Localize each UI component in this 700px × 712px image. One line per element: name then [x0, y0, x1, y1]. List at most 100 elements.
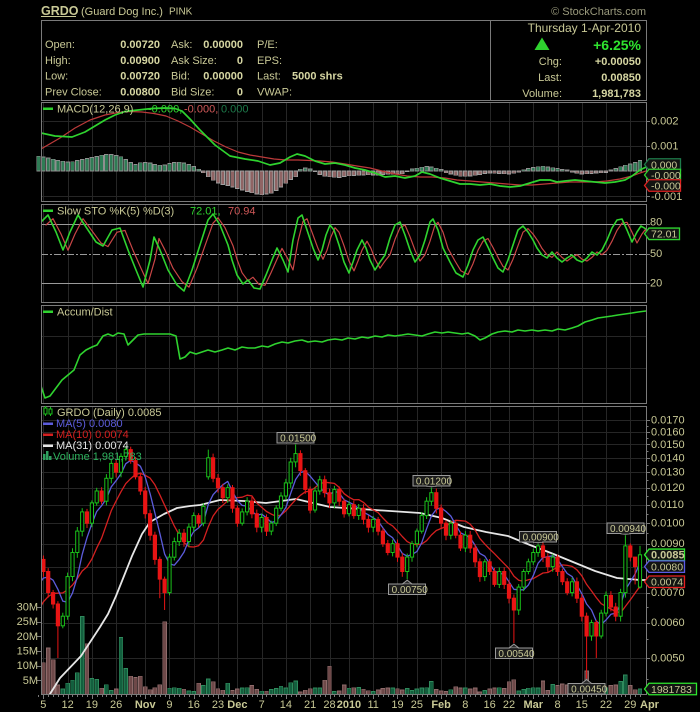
svg-text:50: 50: [650, 248, 662, 260]
svg-text:0.00720: 0.00720: [120, 39, 160, 51]
svg-text:26: 26: [110, 699, 122, 711]
svg-text:15M: 15M: [17, 646, 38, 658]
svg-text:0.00900: 0.00900: [120, 55, 160, 67]
svg-text:VWAP:: VWAP:: [257, 86, 292, 98]
svg-text:0.0070: 0.0070: [651, 587, 685, 599]
svg-text:EPS:: EPS:: [257, 55, 282, 67]
svg-text:0.002: 0.002: [651, 116, 679, 128]
svg-text:+6.25%: +6.25%: [593, 37, 641, 53]
svg-text:0.0170: 0.0170: [651, 415, 685, 427]
svg-text:0.00540: 0.00540: [498, 649, 535, 660]
svg-text:11: 11: [367, 699, 378, 711]
svg-text:8: 8: [554, 699, 560, 711]
svg-text:72.01: 72.01: [651, 229, 677, 241]
svg-text:30M: 30M: [17, 602, 38, 614]
svg-text:0.00900: 0.00900: [523, 533, 560, 544]
svg-text:0.0085: 0.0085: [651, 550, 685, 562]
svg-text:P/E:: P/E:: [257, 39, 278, 51]
svg-text:5M: 5M: [23, 675, 38, 687]
svg-text:GRDO: GRDO: [41, 4, 79, 18]
svg-text:0.0050: 0.0050: [651, 653, 685, 665]
svg-text:0.00000: 0.00000: [203, 71, 243, 83]
svg-text:MA(5) 0.0080: MA(5) 0.0080: [56, 418, 123, 430]
svg-text:Volume 1,981,783: Volume 1,981,783: [53, 451, 142, 463]
svg-text:Low:: Low:: [45, 71, 68, 83]
svg-text:0.0120: 0.0120: [651, 482, 685, 494]
svg-text:0.01500: 0.01500: [280, 433, 317, 444]
svg-text:PINK: PINK: [169, 7, 193, 18]
svg-text:20M: 20M: [17, 631, 38, 643]
svg-text:Mar: Mar: [524, 699, 544, 711]
svg-text:MA(10) 0.0074: MA(10) 0.0074: [56, 429, 129, 441]
svg-text:0.0060: 0.0060: [651, 617, 685, 629]
svg-text:1,981,783: 1,981,783: [592, 88, 641, 100]
svg-text:Thursday 1-Apr-2010: Thursday 1-Apr-2010: [528, 21, 642, 35]
svg-text:Open:: Open:: [45, 39, 75, 51]
svg-text:21: 21: [304, 699, 316, 711]
svg-text:0.0140: 0.0140: [651, 452, 685, 464]
svg-text:High:: High:: [45, 55, 71, 67]
svg-text:-0.001: -0.001: [651, 191, 682, 203]
svg-text:12: 12: [61, 699, 73, 711]
svg-text:0.0074: 0.0074: [651, 577, 683, 589]
svg-text:0.00940: 0.00940: [610, 524, 647, 535]
svg-text:14: 14: [280, 699, 292, 711]
svg-text:© StockCharts.com: © StockCharts.com: [551, 6, 646, 18]
svg-text:0.001: 0.001: [651, 141, 679, 153]
svg-text:GRDO (Daily) 0.0085: GRDO (Daily) 0.0085: [57, 407, 162, 419]
svg-text:Bid:: Bid:: [171, 71, 190, 83]
svg-text:MACD(12,26,9): MACD(12,26,9): [57, 104, 133, 116]
svg-text:0: 0: [237, 86, 243, 98]
svg-text:Last:: Last:: [538, 72, 562, 84]
svg-text:0.00850: 0.00850: [601, 72, 641, 84]
svg-text:-0.000,: -0.000,: [184, 104, 218, 116]
svg-text:Feb: Feb: [431, 699, 451, 711]
svg-text:8: 8: [462, 699, 468, 711]
svg-text:0.00800: 0.00800: [120, 86, 160, 98]
svg-text:70.94: 70.94: [228, 206, 256, 218]
svg-text:0.0150: 0.0150: [651, 439, 685, 451]
svg-text:-0.000: -0.000: [651, 170, 681, 182]
svg-text:0.000: 0.000: [221, 104, 249, 116]
svg-text:0: 0: [237, 55, 243, 67]
svg-text:0.00000: 0.00000: [203, 39, 243, 51]
svg-text:Bid Size:: Bid Size:: [171, 86, 214, 98]
svg-text:80: 80: [650, 216, 662, 228]
svg-text:5: 5: [40, 699, 46, 711]
svg-text:22: 22: [503, 699, 515, 711]
svg-text:0.0130: 0.0130: [651, 467, 685, 479]
svg-text:25: 25: [411, 699, 423, 711]
svg-text:0.000: 0.000: [651, 159, 677, 171]
svg-text:1981783: 1981783: [651, 684, 692, 696]
svg-text:16: 16: [484, 699, 496, 711]
svg-text:Accum/Dist: Accum/Dist: [57, 307, 113, 319]
svg-text:0.0090: 0.0090: [651, 538, 685, 550]
svg-text:-0.000,: -0.000,: [148, 104, 182, 116]
svg-text:0.01200: 0.01200: [416, 477, 453, 488]
svg-text:2010: 2010: [337, 699, 361, 711]
svg-text:Slow STO %K(5) %D(3): Slow STO %K(5) %D(3): [57, 206, 174, 218]
svg-text:15: 15: [576, 699, 588, 711]
svg-text:+0.00050: +0.00050: [595, 56, 641, 68]
svg-text:0.0110: 0.0110: [651, 499, 684, 511]
svg-text:Volume:: Volume:: [522, 88, 562, 100]
svg-text:19: 19: [391, 699, 403, 711]
svg-text:72.01,: 72.01,: [190, 206, 221, 218]
svg-text:25M: 25M: [17, 616, 38, 628]
svg-text:10M: 10M: [17, 660, 38, 672]
svg-text:Prev Close:: Prev Close:: [45, 86, 102, 98]
svg-text:Apr: Apr: [640, 699, 660, 711]
svg-text:-0.000: -0.000: [651, 180, 681, 192]
svg-text:16: 16: [188, 699, 200, 711]
svg-text:20: 20: [650, 278, 662, 290]
svg-text:23: 23: [212, 699, 224, 711]
svg-text:Ask:: Ask:: [171, 39, 192, 51]
svg-text:0.00750: 0.00750: [392, 585, 429, 596]
svg-text:Nov: Nov: [135, 699, 157, 711]
svg-text:22: 22: [600, 699, 612, 711]
svg-text:0.0100: 0.0100: [651, 518, 685, 530]
svg-text:MA(31) 0.0074: MA(31) 0.0074: [56, 440, 129, 452]
svg-text:7: 7: [259, 699, 265, 711]
svg-text:Chg:: Chg:: [539, 56, 562, 68]
svg-text:29: 29: [624, 699, 636, 711]
